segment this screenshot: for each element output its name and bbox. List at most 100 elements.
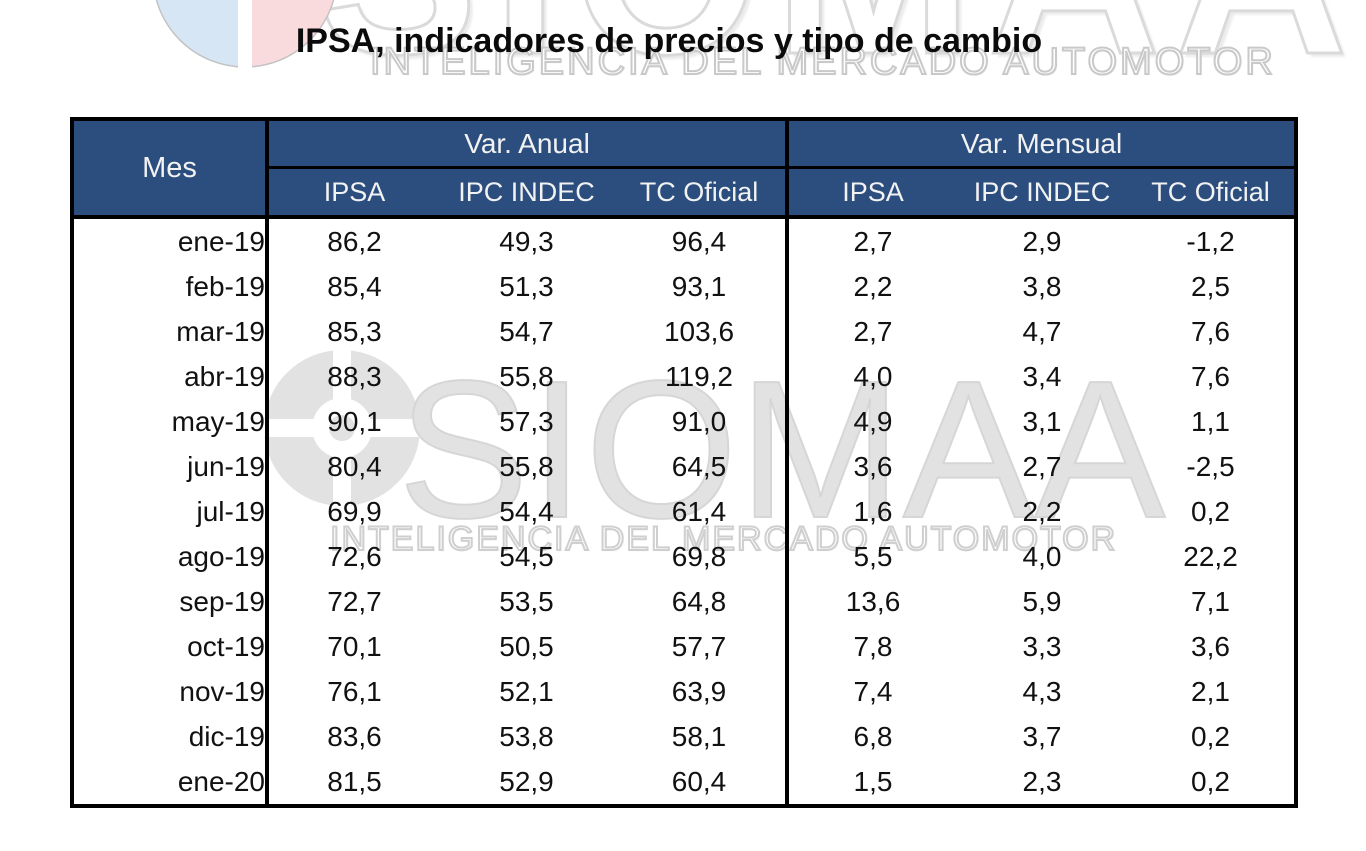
- value-cell: 2,7: [1022, 450, 1062, 482]
- value-cell: 72,6: [327, 540, 382, 572]
- value-cell: 80,4: [327, 450, 382, 482]
- table-row: jul-19 69,9 54,4 61,4 1,6 2,2 0,2: [72, 489, 1296, 534]
- value-cell: 61,4: [613, 489, 790, 534]
- subheader-mensual-tc-oficial: TC Oficial: [1127, 167, 1297, 219]
- group-header-var-mensual: Var. Mensual: [787, 119, 1297, 169]
- value-cell: 85,3: [327, 315, 382, 347]
- value-cell: 52,1: [499, 675, 554, 707]
- value-cell: 7,8: [853, 630, 893, 662]
- value-cell: 2,3: [1022, 765, 1062, 797]
- value-cell: 7,6: [1191, 360, 1230, 392]
- month-cell: jul-19: [72, 489, 269, 534]
- subheader-anual-ipc-indec: IPC INDEC: [440, 167, 613, 219]
- value-cell: 2,2: [1022, 495, 1062, 527]
- value-cell: 4,9: [853, 405, 893, 437]
- table-body: ene-19 86,2 49,3 96,4 2,7 2,9 -1,2 feb-19 85,4 51…: [72, 217, 1296, 806]
- value-cell: 76,1: [327, 675, 382, 707]
- value-cell: 57,3: [499, 405, 554, 437]
- value-cell: 54,5: [499, 540, 554, 572]
- value-cell: 5,5: [853, 540, 893, 572]
- value-cell: 3,3: [1022, 630, 1062, 662]
- table-row: jun-19 80,4 55,8 64,5 3,6 2,7 -2,5: [72, 444, 1296, 489]
- value-cell: 60,4: [613, 759, 790, 806]
- value-cell: 52,9: [499, 765, 554, 797]
- value-cell: 55,8: [499, 360, 554, 392]
- value-cell: 86,2: [327, 225, 382, 257]
- value-cell: 7,4: [853, 675, 893, 707]
- value-cell: 2,7: [853, 315, 893, 347]
- value-cell: 57,7: [613, 624, 790, 669]
- table-row: ene-19 86,2 49,3 96,4 2,7 2,9 -1,2: [72, 217, 1296, 264]
- value-cell: 1,6: [853, 495, 893, 527]
- value-cell: 91,0: [613, 399, 790, 444]
- value-cell: 7,6: [1191, 315, 1230, 347]
- value-cell: 3,8: [1022, 270, 1062, 302]
- value-cell: 90,1: [327, 405, 382, 437]
- table-row: nov-19 76,1 52,1 63,9 7,4 4,3 2,1: [72, 669, 1296, 714]
- value-cell: 70,1: [327, 630, 382, 662]
- value-cell: 54,4: [499, 495, 554, 527]
- value-cell: 1,5: [853, 765, 893, 797]
- value-cell: 1,1: [1191, 405, 1230, 437]
- month-cell: ene-19: [72, 217, 269, 264]
- value-cell: 69,9: [327, 495, 382, 527]
- table-row: mar-19 85,3 54,7 103,6 2,7 4,7 7,6: [72, 309, 1296, 354]
- value-cell: 4,0: [1022, 540, 1062, 572]
- value-cell: 53,5: [499, 585, 554, 617]
- value-cell: 22,2: [1183, 540, 1238, 572]
- value-cell: -2,5: [1186, 450, 1235, 482]
- value-cell: 85,4: [327, 270, 382, 302]
- page-title: IPSA, indicadores de precios y tipo de c…: [295, 22, 1043, 60]
- month-cell: ene-20: [72, 759, 269, 806]
- month-cell: oct-19: [72, 624, 269, 669]
- month-cell: mar-19: [72, 309, 269, 354]
- month-cell: sep-19: [72, 579, 269, 624]
- value-cell: 49,3: [499, 225, 554, 257]
- value-cell: 81,5: [327, 765, 382, 797]
- value-cell: 119,2: [613, 354, 790, 399]
- value-cell: -1,2: [1186, 225, 1235, 257]
- value-cell: 96,4: [613, 217, 790, 264]
- value-cell: 0,2: [1191, 720, 1230, 752]
- value-cell: 63,9: [613, 669, 790, 714]
- table-row: dic-19 83,6 53,8 58,1 6,8 3,7 0,2: [72, 714, 1296, 759]
- subheader-mensual-ipsa: IPSA: [787, 167, 958, 219]
- month-cell: jun-19: [72, 444, 269, 489]
- table-row: ago-19 72,6 54,5 69,8 5,5 4,0 22,2: [72, 534, 1296, 579]
- group-header-var-anual: Var. Anual: [267, 119, 790, 169]
- value-cell: 64,5: [613, 444, 790, 489]
- value-cell: 72,7: [327, 585, 382, 617]
- value-cell: 13,6: [845, 585, 901, 617]
- header-row-subcolumns: IPSA IPC INDEC TC Oficial IPSA IPC INDEC…: [72, 167, 1297, 219]
- month-cell: feb-19: [72, 264, 269, 309]
- month-cell: may-19: [72, 399, 269, 444]
- value-cell: 2,7: [853, 225, 893, 257]
- value-cell: 53,8: [499, 720, 554, 752]
- value-cell: 4,0: [853, 360, 893, 392]
- value-cell: 6,8: [853, 720, 893, 752]
- value-cell: 3,1: [1022, 405, 1062, 437]
- table-row: abr-19 88,3 55,8 119,2 4,0 3,4 7,6: [72, 354, 1296, 399]
- table-row: feb-19 85,4 51,3 93,1 2,2 3,8 2,5: [72, 264, 1296, 309]
- value-cell: 3,4: [1022, 360, 1062, 392]
- value-cell: 58,1: [613, 714, 790, 759]
- table-row: may-19 90,1 57,3 91,0 4,9 3,1 1,1: [72, 399, 1296, 444]
- value-cell: 64,8: [613, 579, 790, 624]
- header-row-groups: Mes Var. Anual Var. Mensual: [72, 119, 1297, 219]
- value-cell: 3,6: [853, 450, 893, 482]
- value-cell: 4,3: [1022, 675, 1062, 707]
- value-cell: 2,1: [1191, 675, 1230, 707]
- table-row: oct-19 70,1 50,5 57,7 7,8 3,3 3,6: [72, 624, 1296, 669]
- value-cell: 51,3: [499, 270, 554, 302]
- value-cell: 88,3: [327, 360, 382, 392]
- table-row: sep-19 72,7 53,5 64,8 13,6 5,9 7,1: [72, 579, 1296, 624]
- value-cell: 55,8: [499, 450, 554, 482]
- month-cell: dic-19: [72, 714, 269, 759]
- value-cell: 50,5: [499, 630, 554, 662]
- value-cell: 0,2: [1191, 495, 1230, 527]
- value-cell: 54,7: [499, 315, 554, 347]
- month-cell: abr-19: [72, 354, 269, 399]
- value-cell: 2,2: [853, 270, 893, 302]
- month-cell: ago-19: [72, 534, 269, 579]
- month-column-header: Mes: [72, 119, 269, 219]
